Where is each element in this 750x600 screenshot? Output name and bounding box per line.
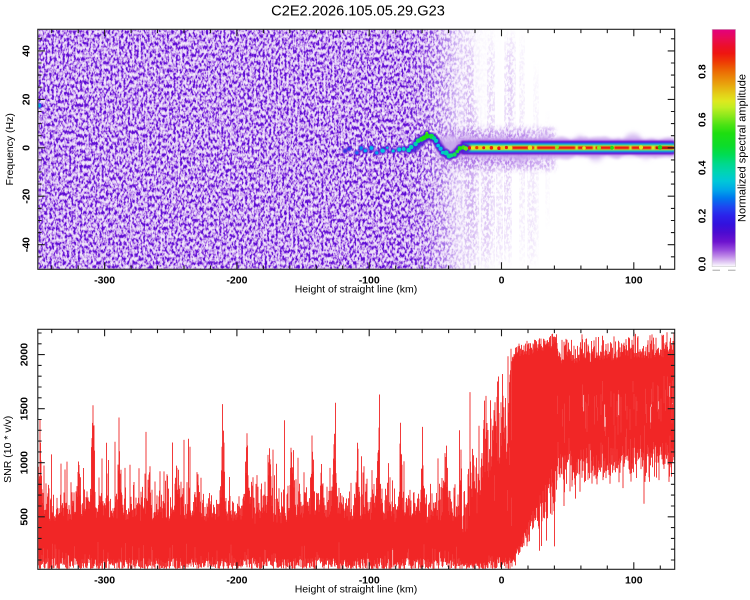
svg-text:40: 40 <box>21 45 33 57</box>
svg-text:2000: 2000 <box>19 343 31 367</box>
svg-text:0.0: 0.0 <box>697 257 709 272</box>
svg-text:-300: -300 <box>94 275 115 287</box>
svg-text:SNR (10 * v/v): SNR (10 * v/v) <box>2 416 14 483</box>
svg-text:-40: -40 <box>21 237 33 252</box>
svg-text:0: 0 <box>499 275 505 287</box>
svg-text:500: 500 <box>19 508 31 526</box>
svg-text:-100: -100 <box>359 275 380 287</box>
svg-text:Frequency (Hz): Frequency (Hz) <box>4 113 16 185</box>
svg-text:0.8: 0.8 <box>697 64 709 79</box>
svg-text:-300: -300 <box>94 575 115 587</box>
svg-text:-20: -20 <box>21 188 33 203</box>
svg-text:-200: -200 <box>226 275 247 287</box>
svg-text:Normalized spectral amplitude: Normalized spectral amplitude <box>737 74 749 222</box>
svg-text:100: 100 <box>625 575 643 587</box>
svg-text:0: 0 <box>21 145 33 151</box>
svg-text:-100: -100 <box>359 575 380 587</box>
svg-text:0: 0 <box>499 575 505 587</box>
svg-text:1500: 1500 <box>19 397 31 421</box>
svg-text:0.2: 0.2 <box>697 208 709 223</box>
svg-text:1000: 1000 <box>19 451 31 475</box>
svg-text:0.6: 0.6 <box>697 112 709 127</box>
svg-text:100: 100 <box>625 275 643 287</box>
svg-text:C2E2.2026.105.05.29.G23: C2E2.2026.105.05.29.G23 <box>271 4 445 20</box>
svg-text:-200: -200 <box>226 575 247 587</box>
svg-text:0.4: 0.4 <box>697 160 709 175</box>
svg-text:20: 20 <box>21 93 33 105</box>
svg-text:Height of straight line (km): Height of straight line (km) <box>295 584 418 596</box>
svg-text:Height of straight line (km): Height of straight line (km) <box>295 284 418 296</box>
